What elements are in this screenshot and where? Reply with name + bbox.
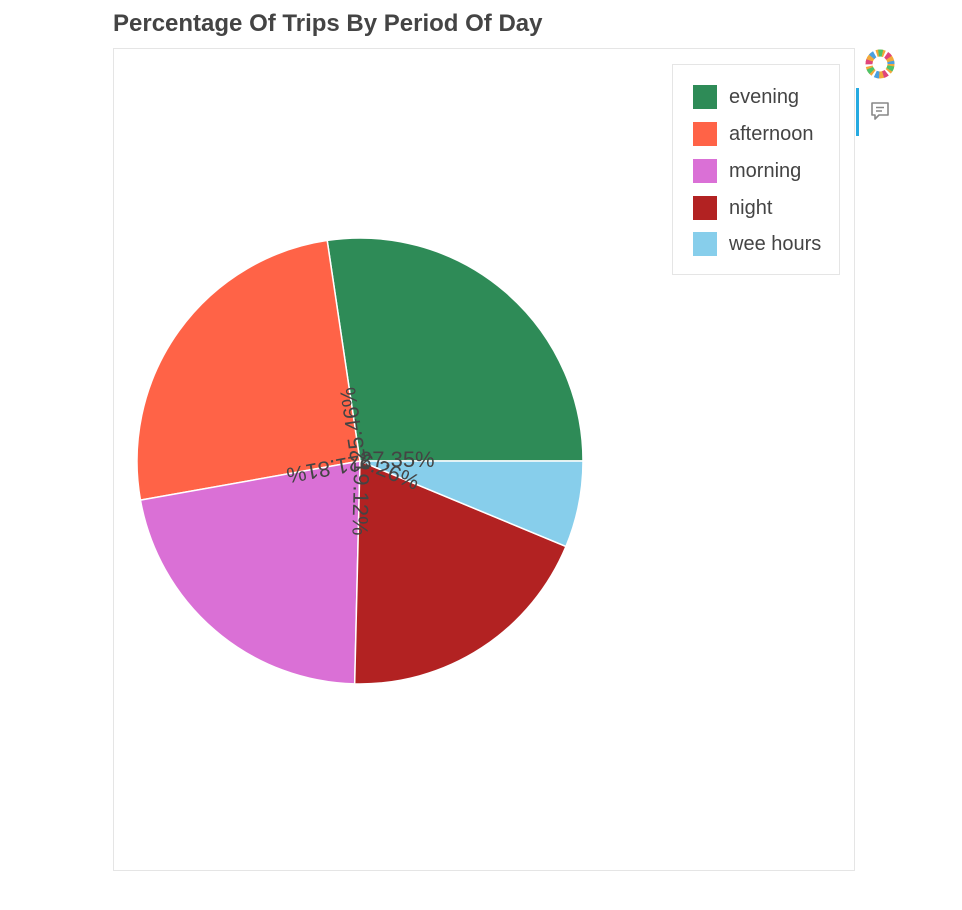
chart-toolbar bbox=[856, 44, 904, 144]
pie-slice-night[interactable] bbox=[353, 459, 567, 685]
legend-item-wee-hours: wee hours bbox=[693, 232, 821, 256]
pie-slice-evening[interactable] bbox=[326, 237, 584, 462]
legend-label: evening bbox=[729, 85, 800, 108]
hover-tool-icon[interactable] bbox=[869, 100, 891, 122]
legend-swatch bbox=[693, 196, 717, 220]
legend: evening afternoon morning night wee hour… bbox=[672, 64, 840, 275]
legend-label: morning bbox=[729, 159, 802, 182]
plot-area bbox=[113, 48, 855, 871]
data-label-evening: 27.35% bbox=[360, 447, 435, 472]
active-tool-indicator bbox=[856, 88, 859, 136]
legend-label: wee hours bbox=[729, 232, 822, 255]
pie-slice-morning[interactable] bbox=[139, 460, 361, 685]
legend-item-afternoon: afternoon bbox=[693, 122, 814, 146]
legend-item-evening: evening bbox=[693, 85, 799, 109]
legend-label: afternoon bbox=[729, 122, 814, 145]
bokeh-logo-icon[interactable] bbox=[863, 47, 897, 81]
pie-slices bbox=[136, 237, 584, 685]
pie-slice-wee-hours[interactable] bbox=[359, 460, 584, 548]
legend-item-morning: morning bbox=[693, 159, 801, 183]
legend-swatch bbox=[693, 122, 717, 146]
legend-item-night: night bbox=[693, 196, 772, 220]
pie-slice-afternoon[interactable] bbox=[136, 239, 361, 502]
legend-swatch bbox=[693, 232, 717, 256]
legend-label: night bbox=[729, 196, 773, 219]
legend-swatch bbox=[693, 85, 717, 109]
data-label-night: 19.12% bbox=[347, 461, 374, 536]
legend-swatch bbox=[693, 159, 717, 183]
chart-title: Percentage Of Trips By Period Of Day bbox=[113, 10, 543, 37]
